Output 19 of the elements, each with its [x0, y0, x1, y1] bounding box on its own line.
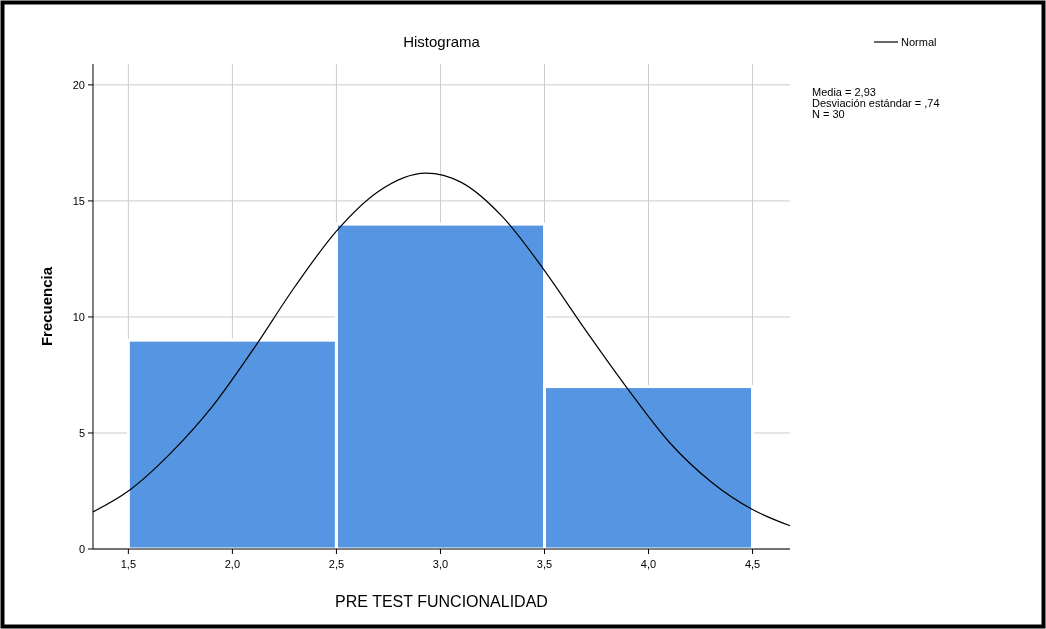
text: Desviación estándar = ,74 [812, 97, 940, 109]
text: N = 30 [812, 108, 845, 120]
x-tick-label: 3,0 [432, 558, 449, 570]
chart-title: Histograma [403, 33, 481, 50]
x-axis-title: PRE TEST FUNCIONALIDAD [335, 593, 548, 610]
y-tick-label: 5 [78, 426, 85, 439]
x-tick-label: 1,5 [120, 558, 137, 570]
text: Media = 2,93 [812, 86, 876, 98]
x-tick-label: 2,0 [224, 558, 241, 570]
y-tick-label: 15 [72, 194, 85, 207]
y-axis-title: Frecuencia [38, 266, 55, 347]
x-tick-label: 3,5 [536, 558, 553, 570]
x-tick-label: 4,5 [744, 558, 761, 570]
y-tick-label: 0 [78, 543, 85, 555]
y-tick-label: 20 [72, 78, 85, 91]
x-tick-label: 4,0 [640, 558, 657, 570]
legend-label: Normal [901, 36, 937, 48]
y-tick-label: 10 [72, 310, 85, 323]
x-tick-label: 2,5 [328, 558, 345, 570]
